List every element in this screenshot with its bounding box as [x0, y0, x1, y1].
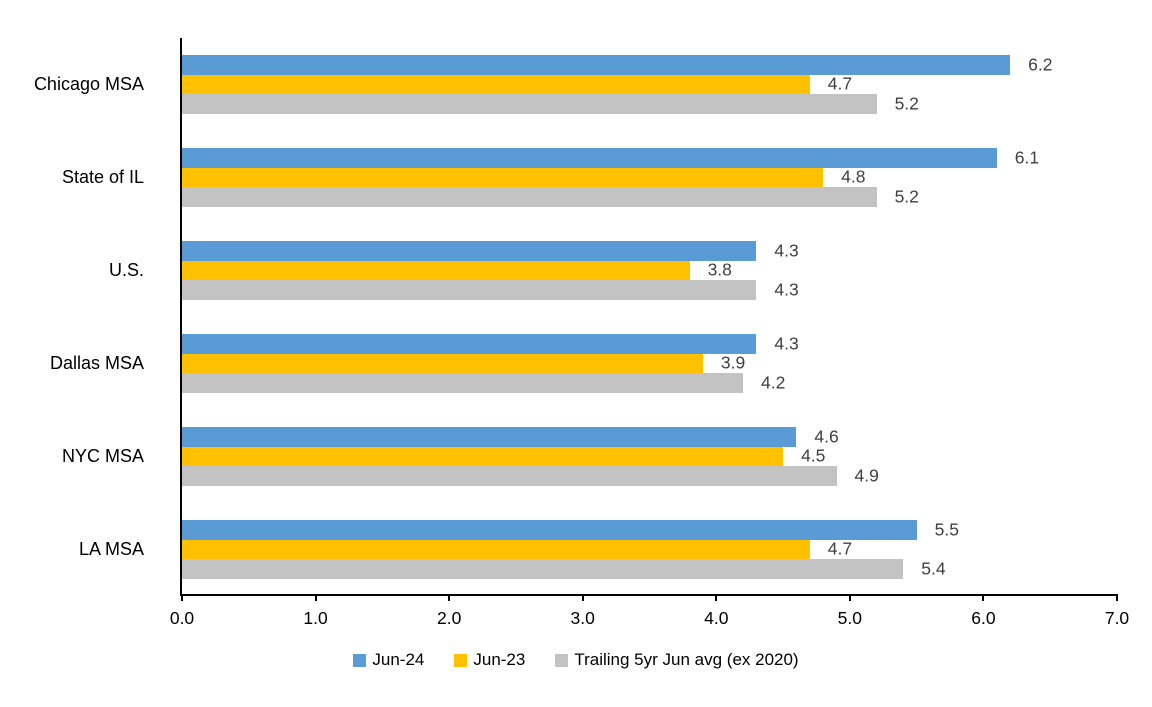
category-label: Dallas MSA	[49, 353, 144, 373]
x-tick-label: 0.0	[169, 608, 195, 628]
value-label: 5.4	[921, 558, 946, 579]
bar-series-1: 3.9	[182, 353, 745, 374]
value-label: 4.7	[827, 73, 853, 94]
bar-series-2: 4.9	[182, 465, 879, 486]
legend-item: Trailing 5yr Jun avg (ex 2020)	[555, 650, 799, 670]
value-label: 6.1	[1014, 147, 1040, 168]
x-tick-label: 3.0	[570, 608, 595, 628]
value-label: 5.2	[894, 186, 919, 207]
bar-series-2: 5.4	[182, 558, 946, 579]
x-axis-tick-mark	[848, 594, 851, 601]
bar-group: 4.6 4.5 4.9	[182, 410, 1117, 503]
x-axis-tick-mark	[314, 594, 317, 601]
bar-series-2: 4.2	[182, 372, 785, 393]
bar-group: 4.3 3.9 4.2	[182, 317, 1117, 410]
category-label: Chicago MSA	[33, 74, 144, 94]
x-tick-label: 6.0	[971, 608, 996, 628]
x-tick-label: 4.0	[704, 608, 729, 628]
value-label: 4.5	[801, 445, 826, 466]
x-tick-label: 7.0	[1104, 608, 1130, 628]
legend-marker-icon	[555, 653, 569, 667]
value-label: 4.6	[814, 426, 839, 447]
category-axis: Chicago MSA State of IL U.S. Dallas MSA NYC …	[0, 38, 162, 596]
bar-series-0: 4.6	[182, 427, 839, 447]
x-tick-label: 5.0	[837, 608, 863, 628]
value-label: 5.5	[934, 519, 959, 540]
x-axis-tick-mark	[448, 594, 451, 601]
category-label: State of IL	[61, 167, 144, 187]
plot-area: 6.2 4.7 5.2 6.1 4.8 5.2 4.3 3.8 4.3 4.3 3.9 4.2 4.6 4…	[170, 38, 1129, 628]
x-axis-tick-mark	[982, 594, 985, 601]
bar-series-0: 4.3	[182, 241, 799, 261]
legend: Jun-24 Jun-23 Trailing 5yr Jun avg (ex 202…	[0, 650, 1152, 670]
bar-series-0: 6.1	[182, 148, 1039, 168]
category-label: LA MSA	[78, 539, 144, 559]
bar-series-0: 6.2	[182, 55, 1052, 75]
x-tick-label: 1.0	[303, 608, 328, 628]
x-tick-label: 2.0	[436, 608, 462, 628]
bar-series-0: 4.3	[182, 334, 799, 354]
legend-label: Trailing 5yr Jun avg (ex 2020)	[574, 650, 799, 669]
value-label: 3.9	[720, 352, 746, 373]
value-label: 4.2	[761, 372, 786, 393]
bar-series-1: 4.8	[182, 167, 865, 188]
x-axis-tick-mark	[715, 594, 718, 601]
bar-series-1: 4.7	[182, 74, 852, 95]
value-label: 4.3	[774, 240, 799, 261]
category-label: NYC MSA	[61, 446, 144, 466]
x-axis-tick-mark	[1116, 594, 1118, 601]
bar-group: 5.5 4.7 5.4	[182, 503, 1117, 596]
legend-marker-icon	[454, 653, 468, 667]
bar-series-2: 5.2	[182, 186, 919, 207]
x-axis-tick-mark	[581, 594, 584, 601]
bar-group: 6.2 4.7 5.2	[182, 38, 1117, 131]
bar-group: 6.1 4.8 5.2	[182, 131, 1117, 224]
bar-series-1: 4.7	[182, 539, 852, 560]
value-label: 4.7	[827, 538, 853, 559]
legend-label: Jun-24	[372, 650, 425, 669]
x-axis-tick-mark	[181, 594, 183, 601]
value-label: 4.3	[774, 333, 799, 354]
legend-item: Jun-24	[353, 650, 424, 670]
bar-series-1: 4.5	[182, 446, 825, 467]
value-label: 4.3	[774, 279, 799, 300]
bar-series-0: 5.5	[182, 520, 959, 540]
bar-series-1: 3.8	[182, 260, 732, 281]
category-label: U.S.	[108, 260, 144, 280]
value-label: 3.8	[707, 259, 732, 280]
value-label: 6.2	[1028, 54, 1053, 75]
legend-marker-icon	[353, 653, 367, 667]
bar-series-2: 4.3	[182, 279, 799, 300]
legend-item: Jun-23	[454, 650, 525, 670]
value-label: 4.8	[841, 166, 866, 187]
value-label: 4.9	[854, 465, 879, 486]
bar-group: 4.3 3.8 4.3	[182, 224, 1117, 317]
bar-series-2: 5.2	[182, 93, 919, 114]
legend-label: Jun-23	[473, 650, 526, 669]
value-label: 5.2	[894, 93, 919, 114]
